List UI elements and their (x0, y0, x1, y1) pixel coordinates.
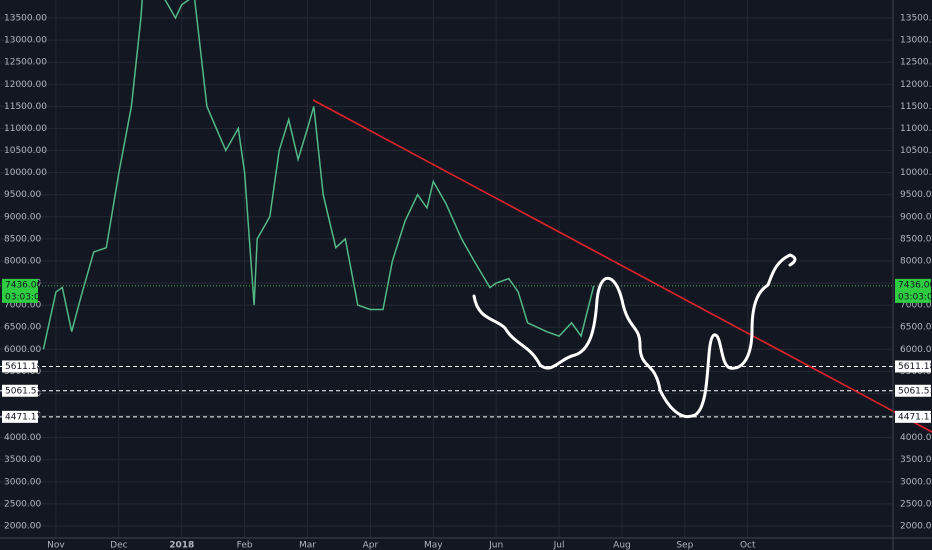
level-label: 4471.17 (898, 412, 932, 422)
x-tick-label: Apr (363, 541, 379, 550)
y-tick-label: 2500.00 (900, 499, 932, 509)
y-tick-label: 4000.00 (900, 433, 932, 443)
y-tick-label: 10500.00 (900, 146, 932, 156)
level-label-left: 4471.17 (5, 412, 42, 422)
y-tick-label-left: 12000.00 (4, 80, 47, 90)
countdown-left: 03:03:06 (5, 292, 46, 302)
level-label-left: 5611.18 (5, 362, 42, 372)
y-tick-label: 9000.00 (900, 212, 932, 222)
y-tick-label: 13500.00 (900, 14, 932, 24)
hand-drawing (472, 253, 797, 419)
y-tick-label: 13000.00 (900, 36, 932, 46)
y-tick-label-left: 4000.00 (4, 433, 41, 443)
y-tick-label-left: 10500.00 (4, 146, 47, 156)
x-tick-label: Jul (553, 541, 565, 550)
last-price-label-left: 7436.00 (5, 280, 42, 290)
last-price-box-left (2, 278, 38, 303)
y-tick-label: 6500.00 (900, 323, 932, 333)
y-tick-label-left: 6000.00 (4, 345, 41, 355)
x-tick-label: Aug (613, 541, 631, 550)
y-tick-label-left: 13500.00 (4, 14, 47, 24)
y-tick-label-left: 2000.00 (4, 521, 41, 531)
last-price-label-right: 7436.00 (898, 280, 932, 290)
x-tick-label: Nov (47, 541, 65, 550)
y-tick-label: 11500.00 (900, 102, 932, 112)
level-box (895, 360, 931, 373)
y-tick-label: 2000.00 (900, 521, 932, 531)
y-tick-label-left: 10000.00 (4, 168, 47, 178)
y-tick-label: 8500.00 (900, 234, 932, 244)
y-tick-label-left: 8500.00 (4, 234, 41, 244)
y-tick-label-left: 7000.00 (4, 301, 41, 311)
level-box-left (2, 360, 38, 373)
y-tick-label: 10000.00 (900, 168, 932, 178)
x-tick-label: 2018 (169, 541, 194, 550)
x-tick-label: May (424, 541, 443, 550)
last-price-box-right (895, 278, 931, 303)
x-tick-label: Oct (740, 541, 756, 550)
y-tick-label-left: 9500.00 (4, 190, 41, 200)
y-tick-label-left: 11000.00 (4, 124, 47, 134)
y-tick-label-left: 2500.00 (4, 499, 41, 509)
x-tick-label: Sep (676, 541, 693, 550)
level-box-left (2, 410, 38, 423)
x-tick-label: Jun (488, 541, 503, 550)
y-tick-label-left: 6500.00 (4, 323, 41, 333)
y-tick-label-left: 11500.00 (4, 102, 47, 112)
y-tick-label-left: 3000.00 (4, 477, 41, 487)
y-tick-label: 3000.00 (900, 477, 932, 487)
y-tick-label-left: 8000.00 (4, 256, 41, 266)
y-tick-label-left: 13000.00 (4, 36, 47, 46)
x-tick-label: Feb (237, 541, 253, 550)
y-tick-label-left: 9000.00 (4, 212, 41, 222)
y-tick-label: 11000.00 (900, 124, 932, 134)
level-label-left: 5061.53 (5, 386, 42, 396)
y-tick-label: 9500.00 (900, 190, 932, 200)
trend-line (312, 99, 932, 433)
x-tick-label: Mar (299, 541, 316, 550)
y-tick-label: 3500.00 (900, 455, 932, 465)
level-label: 5611.18 (898, 362, 932, 372)
countdown-right: 03:03:06 (898, 292, 932, 302)
y-tick-label: 7000.00 (900, 301, 932, 311)
y-tick-label-left: 12500.00 (4, 58, 47, 68)
y-tick-label: 8000.00 (900, 256, 932, 266)
price-line (42, 0, 595, 350)
y-tick-label: 12500.00 (900, 58, 932, 68)
level-box (895, 410, 931, 423)
y-tick-label-left: 3500.00 (4, 455, 41, 465)
level-box-left (2, 384, 38, 397)
y-tick-label: 6000.00 (900, 345, 932, 355)
level-box (895, 384, 931, 397)
y-tick-label: 12000.00 (900, 80, 932, 90)
x-tick-label: Dec (110, 541, 127, 550)
level-label: 5061.53 (898, 386, 932, 396)
